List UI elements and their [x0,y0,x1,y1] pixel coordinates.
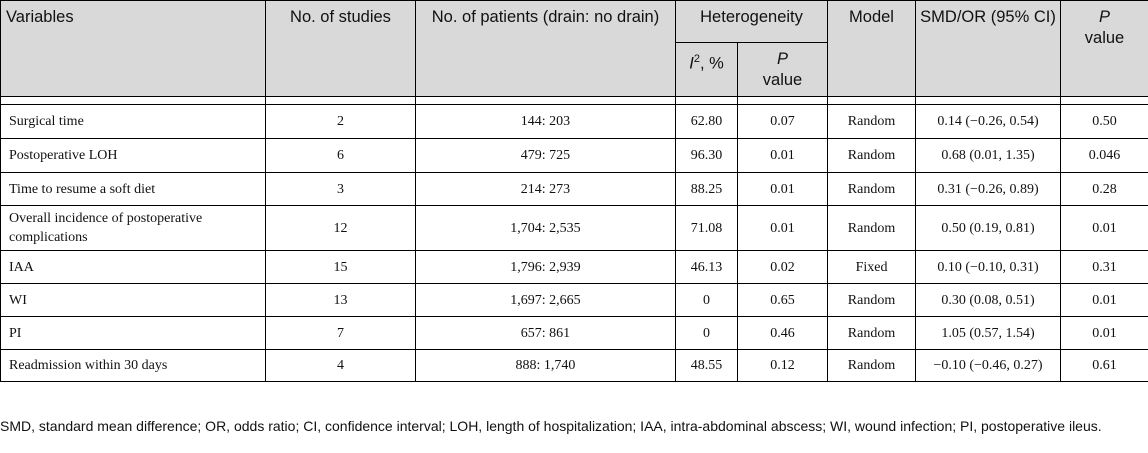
cell-variable: IAA [0,250,266,284]
cell-p-value: 0.01 [1060,205,1148,251]
results-table: Variables No. of studies No. of patients… [0,0,1148,382]
cell-variable: PI [0,316,266,350]
cell-het-p: 0.12 [736,349,829,382]
table-row: WI 13 1,697: 2,665 0 0.65 Random 0.30 (0.08, 0… [0,283,1148,317]
header-studies: No. of studies [265,0,416,97]
cell-model: Random [827,172,917,206]
cell-studies: 13 [265,283,416,317]
cell-i2: 71.08 [675,205,738,251]
cell-studies: 4 [265,349,416,382]
table-row: PI 7 657: 861 0 0.46 Random 1.05 (0.57, 1.54) 0… [0,316,1148,350]
header-p-suffix: value [1084,29,1125,47]
header-heterogeneity: Heterogeneity [674,0,829,43]
header-i2-sup: 2 [693,53,700,65]
cell-model: Random [827,316,917,350]
cell-studies: 3 [265,172,416,206]
cell-model: Random [827,138,917,173]
cell-studies: 6 [265,138,416,173]
cell-p-value: 0.046 [1060,138,1148,173]
table-row: Readmission within 30 days 4 888: 1,740 48.… [0,349,1148,382]
cell-patients: 214: 273 [415,172,676,206]
cell-i2: 88.25 [675,172,738,206]
cell-variable: Postoperative LOH [0,138,266,173]
cell-model: Random [827,205,917,251]
table-row: Postoperative LOH 6 479: 725 96.30 0.01 Rando… [0,138,1148,173]
cell-i2: 46.13 [675,250,738,284]
header-gap [0,96,1148,105]
cell-i2: 0 [675,283,738,317]
cell-studies: 2 [265,104,416,139]
cell-variable: WI [0,283,266,317]
cell-variable: Readmission within 30 days [0,349,266,382]
cell-patients: 1,704: 2,535 [415,205,676,251]
header-i2-suffix: , % [699,54,724,73]
cell-p-value: 0.31 [1060,250,1148,284]
cell-smd: 0.14 (−0.26, 0.54) [915,104,1062,139]
cell-patients: 1,796: 2,939 [415,250,676,284]
cell-smd: 0.30 (0.08, 0.51) [915,283,1062,317]
header-variables: Variables [0,0,266,97]
cell-patients: 888: 1,740 [415,349,676,382]
cell-model: Fixed [827,250,917,284]
header-model: Model [827,0,917,97]
cell-smd: −0.10 (−0.46, 0.27) [915,349,1062,382]
header-p-italic: P [1099,8,1111,26]
cell-patients: 479: 725 [415,138,676,173]
cell-patients: 144: 203 [415,104,676,139]
cell-i2: 96.30 [675,138,738,173]
cell-p-value: 0.28 [1060,172,1148,206]
cell-het-p: 0.46 [736,316,829,350]
cell-p-value: 0.61 [1060,349,1148,382]
header-i2-symbol: I [689,54,694,73]
cell-smd: 0.68 (0.01, 1.35) [915,138,1062,173]
cell-patients: 657: 861 [415,316,676,350]
cell-p-value: 0.01 [1060,316,1148,350]
cell-p-value: 0.50 [1060,104,1148,139]
cell-variable: Surgical time [0,104,266,139]
cell-smd: 1.05 (0.57, 1.54) [915,316,1062,350]
cell-smd: 0.50 (0.19, 0.81) [915,205,1062,251]
header-patients: No. of patients (drain: no drain) [415,0,676,97]
header-i2: I2, % [675,42,738,97]
cell-i2: 48.55 [675,349,738,382]
cell-i2: 62.80 [675,104,738,139]
cell-het-p: 0.02 [736,250,829,284]
cell-model: Random [827,283,917,317]
table-row: Overall incidence of postoperative compl… [0,205,1148,251]
cell-studies: 12 [265,205,416,251]
cell-studies: 7 [265,316,416,350]
cell-smd: 0.10 (−0.10, 0.31) [915,250,1062,284]
cell-model: Random [827,349,917,382]
cell-patients: 1,697: 2,665 [415,283,676,317]
cell-het-p: 0.01 [736,138,829,173]
cell-p-value: 0.01 [1060,283,1148,317]
table-footnote: SMD, standard mean difference; OR, odds … [0,418,1102,434]
cell-variable: Overall incidence of postoperative compl… [0,205,266,251]
cell-studies: 15 [265,250,416,284]
cell-smd: 0.31 (−0.26, 0.89) [915,172,1062,206]
table-row: Time to resume a soft diet 3 214: 273 88.25… [0,172,1148,206]
header-het-p-italic: P [777,50,789,68]
cell-het-p: 0.65 [736,283,829,317]
cell-model: Random [827,104,917,139]
cell-variable: Time to resume a soft diet [0,172,266,206]
header-smd: SMD/OR (95% CI) [915,0,1062,97]
table-row: Surgical time 2 144: 203 62.80 0.07 Random 0.1… [0,104,1148,139]
header-het-p-suffix: value [762,71,803,89]
cell-het-p: 0.01 [736,205,829,251]
cell-het-p: 0.01 [736,172,829,206]
cell-het-p: 0.07 [736,104,829,139]
cell-i2: 0 [675,316,738,350]
table-row: IAA 15 1,796: 2,939 46.13 0.02 Fixed 0.10 (−0.… [0,250,1148,284]
